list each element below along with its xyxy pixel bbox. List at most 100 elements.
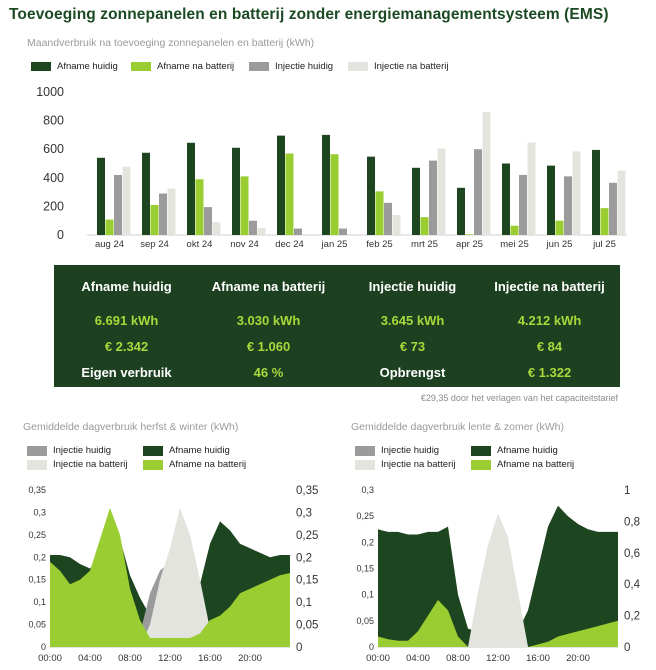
bar-afname-huidig <box>97 157 105 235</box>
bar-chart: 0 200 400 600 800 1000 aug 24 sep 24 okt 24 nov 2… <box>36 85 627 250</box>
y-right-tick-label: 0 <box>296 642 302 654</box>
bar-injectie-na <box>437 148 446 235</box>
summary-eigen-verbruik-value: 46 % <box>253 365 284 380</box>
bar-injectie-huidig <box>204 207 212 235</box>
legend-swatch <box>143 459 163 470</box>
x-tick-label: nov 24 <box>230 239 259 250</box>
y-left-tick-label: 0,15 <box>356 564 374 574</box>
legend-injectie-na: Injectie na batterij <box>348 61 448 72</box>
y-left-tick-label: 0,2 <box>361 537 374 547</box>
legend-label: Afname na batterij <box>169 459 247 470</box>
y-tick-label: 800 <box>43 114 64 128</box>
bar-afname-huidig <box>277 135 285 235</box>
x-tick-label: 16:00 <box>526 653 550 664</box>
bar-afname-huidig <box>547 165 555 235</box>
bar-afname-huidig <box>187 142 195 235</box>
summary-opbrengst-value: € 1.322 <box>527 365 572 380</box>
x-tick-label: 12:00 <box>158 653 182 664</box>
x-tick-label: mei 25 <box>500 239 529 250</box>
y-tick-label: 600 <box>43 142 64 156</box>
bar-injectie-huidig <box>519 174 527 235</box>
summary-header-afname-huidig: Afname huidig <box>81 279 172 294</box>
x-tick-label: jul 25 <box>592 239 616 250</box>
y-left-tick-label: 0,3 <box>361 485 374 495</box>
bar-afname-na <box>465 234 474 235</box>
x-tick-label: 00:00 <box>38 653 62 664</box>
bar-afname-na <box>600 208 609 235</box>
y-left-tick-label: 0 <box>369 642 374 652</box>
y-right-tick-label: 1 <box>624 485 630 497</box>
x-tick-label: 08:00 <box>446 653 470 664</box>
legend-label: Injectie huidig <box>53 445 112 456</box>
summary-eur-injectie-huidig: € 73 <box>399 339 426 354</box>
y-left-tick-label: 0,05 <box>356 616 374 626</box>
x-tick-label: apr 25 <box>456 239 483 250</box>
summary-eur-afname-huidig: € 2.342 <box>104 339 149 354</box>
bar-injectie-huidig <box>339 228 347 235</box>
y-right-tick-label: 0,6 <box>624 548 640 560</box>
area-injectie-na <box>468 513 528 647</box>
y-right-tick-label: 0,25 <box>296 530 318 542</box>
legend-afname-huidig: Afname huidig <box>471 445 558 456</box>
x-tick-label: 08:00 <box>118 653 142 664</box>
summary-kwh-injectie-huidig: 3.645 kWh <box>380 313 445 328</box>
bar-injectie-huidig <box>249 220 257 235</box>
legend-label: Injectie huidig <box>275 61 334 72</box>
bar-afname-na <box>375 191 384 235</box>
bar-afname-na <box>510 225 519 235</box>
legend-swatch <box>355 445 375 456</box>
y-tick-label: 1000 <box>36 85 64 99</box>
legend-label: Injectie na batterij <box>374 61 449 72</box>
bar-afname-huidig <box>502 163 510 235</box>
x-tick-label: dec 24 <box>275 239 304 250</box>
bar-injectie-huidig <box>114 174 122 235</box>
bar-afname-na <box>105 219 114 235</box>
legend-swatch <box>27 445 47 456</box>
bar-injectie-huidig <box>294 228 302 235</box>
bar-injectie-na <box>212 222 221 235</box>
summary-kwh-injectie-na: 4.212 kWh <box>517 313 582 328</box>
y-right-tick-label: 0,05 <box>296 620 318 632</box>
bar-afname-huidig <box>367 156 375 235</box>
legend-afname-huidig: Afname huidig <box>31 61 118 72</box>
y-right-tick-label: 0,8 <box>624 516 640 528</box>
page-title: Toevoeging zonnepanelen en batterij zond… <box>9 6 609 23</box>
legend-label: Injectie huidig <box>381 445 440 456</box>
winter-chart-title: Gemiddelde dagverbruik herfst & winter (… <box>23 421 239 433</box>
legend-injectie-huidig: Injectie huidig <box>355 445 439 456</box>
legend-label: Afname na batterij <box>497 459 575 470</box>
summer-chart-title: Gemiddelde dagverbruik lente & zomer (kW… <box>351 421 565 433</box>
legend-swatch <box>355 459 375 470</box>
legend-swatch <box>27 459 47 470</box>
y-left-tick-label: 0,3 <box>33 507 46 517</box>
legend-swatch <box>471 445 491 456</box>
y-right-tick-label: 0,15 <box>296 575 318 587</box>
summer-area-chart: 0 0,05 0,1 0,15 0,2 0,25 0,3 0 0,2 0,4 0,6 0,8 1 00:0… <box>356 485 640 664</box>
x-tick-label: jan 25 <box>321 239 348 250</box>
summary-kwh-afname-na: 3.030 kWh <box>236 313 301 328</box>
area-injectie-na <box>140 507 220 647</box>
legend-afname-huidig: Afname huidig <box>143 445 230 456</box>
legend-swatch <box>249 62 269 71</box>
y-right-tick-label: 0,2 <box>296 552 312 564</box>
bar-injectie-na <box>527 142 536 235</box>
summary-header-afname-na: Afname na batterij <box>211 279 326 294</box>
y-left-tick-label: 0,1 <box>361 590 374 600</box>
bar-injectie-na <box>482 112 491 235</box>
legend-label: Afname huidig <box>497 445 558 456</box>
bar-afname-huidig <box>322 134 330 235</box>
bar-injectie-huidig <box>609 182 617 235</box>
winter-area-chart: 0 0,05 0,1 0,15 0,2 0,25 0,3 0,35 0 0,05 0,1 0,15 0,… <box>28 485 318 664</box>
legend-label: Afname na batterij <box>157 61 235 72</box>
y-left-tick-label: 0,1 <box>33 597 46 607</box>
x-tick-label: sep 24 <box>140 239 169 250</box>
legend-injectie-na: Injectie na batterij <box>355 459 455 470</box>
bar-chart-title: Maandverbruik na toevoeging zonnepanelen… <box>27 37 315 49</box>
legend-afname-na: Afname na batterij <box>471 459 574 470</box>
bar-injectie-na <box>572 151 581 235</box>
bar-injectie-na <box>392 214 401 235</box>
bar-afname-na <box>420 217 429 235</box>
summary-panel: Afname huidig Afname na batterij Injecti… <box>54 265 620 387</box>
x-tick-label: 12:00 <box>486 653 510 664</box>
y-tick-label: 400 <box>43 171 64 185</box>
